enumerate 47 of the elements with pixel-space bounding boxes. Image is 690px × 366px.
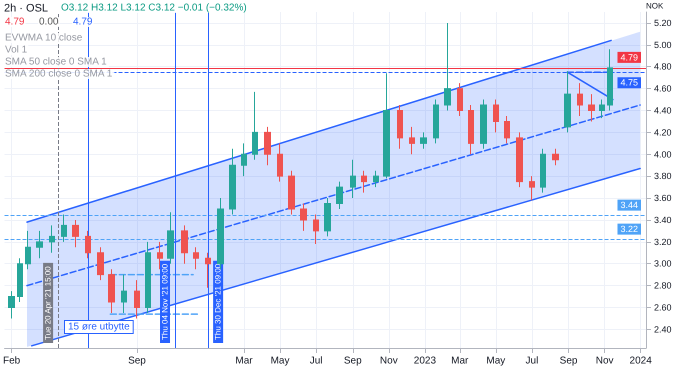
chart-title: 2h · OSL: [4, 2, 48, 14]
y-tick-label: 4.40: [654, 106, 672, 116]
y-tick-label: 2.40: [654, 324, 672, 334]
annotation: EVWMA 10 close: [5, 32, 83, 44]
annotation: SMA 200 close 0 SMA 1: [5, 68, 113, 80]
x-tick-label: Jul: [310, 356, 322, 366]
y-axis-title: NOK: [646, 2, 664, 10]
x-tick-label: Nov: [380, 356, 398, 366]
y-tick-label: 2.60: [654, 302, 672, 313]
annotation: 4.79: [73, 16, 93, 28]
x-tick-label: Mar: [235, 356, 254, 366]
y-tick-label: 5.00: [654, 40, 672, 50]
annotation: Vol 1: [5, 44, 28, 56]
annotation: 4.79: [5, 16, 25, 28]
annotation: SMA 50 close 0 SMA 1: [5, 56, 108, 68]
x-tick-label: 2023: [414, 356, 436, 366]
y-tick-label: 4.00: [654, 149, 672, 160]
x-tick-label: Sep: [344, 356, 362, 366]
x-tick-label: Jul: [525, 356, 538, 366]
ref-line-label: 4.75: [620, 78, 638, 88]
annotation: 15 øre utbytte: [68, 322, 130, 332]
x-tick-label: May: [486, 356, 506, 366]
ref-line-label: Tue 20 Apr '21 15:00: [44, 266, 53, 340]
ref-line-label: 4.79: [620, 52, 638, 62]
ref-line-label: 3.44: [620, 200, 638, 210]
y-tick-label: 5.20: [654, 18, 672, 28]
annotation: O3.12 H3.12 L3.12 C3.12 −0.01 (−0.32%): [61, 2, 247, 14]
x-tick-label: May: [270, 356, 290, 366]
y-tick-label: 3.20: [654, 236, 672, 247]
y-tick-label: 3.60: [654, 193, 672, 204]
annotation: 0.00: [39, 16, 59, 28]
ref-line-label: Thu 30 Dec '21 09:00: [214, 263, 223, 340]
y-tick-label: 4.20: [654, 127, 672, 138]
ref-line-label: 3.22: [620, 224, 638, 234]
x-tick-label: Feb: [3, 356, 21, 366]
x-tick-label: 2024: [630, 356, 652, 366]
y-tick-label: 4.80: [654, 62, 672, 72]
x-tick-label: Mar: [451, 356, 470, 366]
x-tick-label: Sep: [560, 356, 578, 366]
y-tick-label: 2.80: [654, 280, 672, 291]
y-tick-label: 3.40: [654, 214, 672, 225]
y-tick-label: 3.80: [654, 171, 672, 182]
x-tick-label: Sep: [128, 356, 146, 366]
y-tick-label: 4.60: [654, 84, 672, 94]
ref-line-label: Thu 04 Nov '21 09:00: [160, 263, 170, 340]
y-tick-label: 3.00: [654, 258, 672, 269]
x-tick-label: Nov: [596, 356, 614, 366]
